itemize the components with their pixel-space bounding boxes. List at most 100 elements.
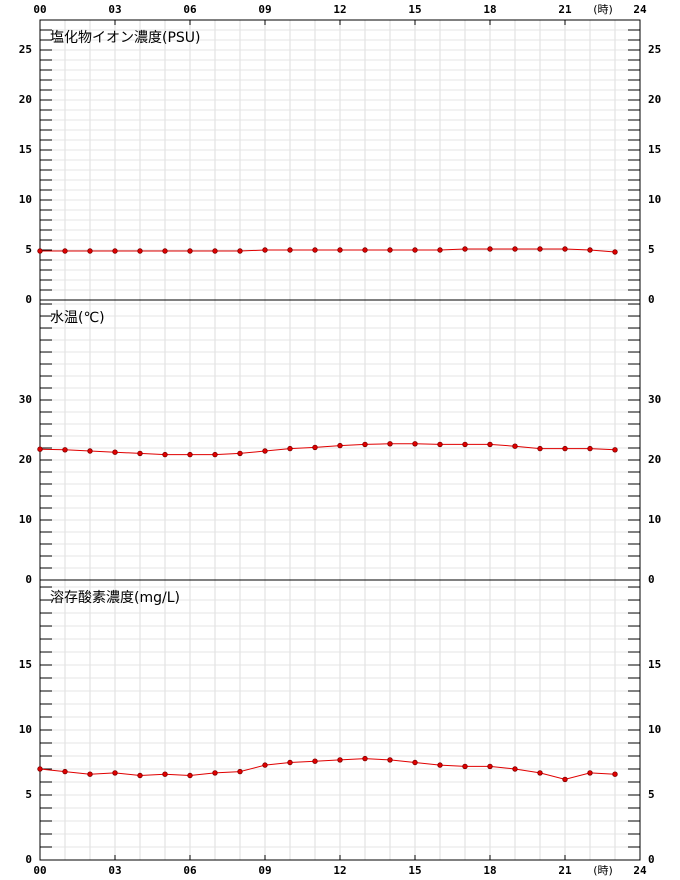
data-point: [337, 442, 343, 449]
x-tick-label: 06: [183, 864, 197, 877]
data-point: [487, 763, 493, 770]
panel-title: 水温(℃): [50, 310, 105, 326]
data-point: [562, 246, 568, 252]
data-point: [262, 247, 268, 253]
data-point: [62, 768, 68, 775]
y-tick-label: 15: [648, 143, 661, 156]
data-point: [362, 755, 368, 762]
data-point: [387, 757, 393, 763]
x-axis-label: (時): [593, 3, 613, 16]
x-tick-label: 09: [258, 864, 271, 877]
data-point: [587, 445, 593, 452]
data-point: [312, 444, 318, 451]
data-point: [512, 443, 518, 449]
data-point: [262, 448, 268, 454]
y-tick-label: 0: [25, 573, 32, 586]
y-tick-label: 10: [19, 193, 32, 206]
data-point: [437, 441, 443, 448]
y-tick-label: 10: [648, 193, 661, 206]
y-tick-label: 0: [648, 293, 655, 306]
x-tick-label: 15: [408, 864, 421, 877]
y-tick-label: 5: [25, 788, 32, 801]
data-point: [537, 445, 543, 452]
y-tick-label: 5: [648, 243, 655, 256]
data-point: [62, 248, 68, 254]
data-point: [212, 451, 218, 458]
data-point: [512, 246, 518, 252]
data-point: [137, 248, 143, 254]
data-point: [112, 770, 118, 776]
data-point: [62, 447, 68, 453]
data-point: [362, 247, 368, 253]
data-point: [412, 441, 418, 447]
data-point: [337, 247, 343, 253]
data-point: [162, 771, 168, 777]
data-point: [562, 445, 568, 452]
data-point: [512, 766, 518, 772]
x-axis-label: (時): [593, 864, 613, 877]
data-point: [187, 451, 193, 458]
x-tick-label: 24: [633, 864, 647, 877]
data-point: [162, 248, 168, 254]
y-tick-label: 20: [648, 93, 661, 106]
x-tick-label: 15: [408, 3, 421, 16]
y-tick-label: 15: [19, 658, 32, 671]
x-tick-label: 06: [183, 3, 197, 16]
data-point: [87, 448, 93, 454]
data-point: [112, 248, 118, 254]
data-point: [412, 247, 418, 253]
data-point: [462, 763, 468, 770]
panel-title: 塩化物イオン濃度(PSU): [50, 30, 201, 46]
data-point: [237, 450, 243, 457]
x-tick-label: 18: [483, 3, 496, 16]
data-point: [337, 757, 343, 763]
y-tick-label: 25: [648, 43, 661, 56]
data-point: [462, 441, 468, 448]
data-point: [87, 248, 93, 254]
data-point: [187, 772, 193, 779]
data-point: [362, 441, 368, 448]
data-point: [612, 447, 618, 453]
data-point: [287, 247, 293, 253]
data-point: [37, 446, 43, 452]
y-tick-label: 20: [19, 93, 32, 106]
data-point: [587, 247, 593, 253]
x-tick-label: 09: [258, 3, 271, 16]
y-tick-label: 10: [648, 513, 661, 526]
y-tick-label: 25: [19, 43, 32, 56]
data-point: [162, 451, 168, 458]
data-point: [462, 246, 468, 252]
data-point: [487, 246, 493, 252]
data-line: [40, 248, 616, 253]
data-point: [412, 759, 418, 766]
data-point: [262, 762, 268, 768]
x-tick-label: 12: [333, 864, 346, 877]
data-point: [212, 770, 218, 776]
data-point: [87, 771, 93, 777]
y-tick-label: 5: [648, 788, 655, 801]
y-tick-label: 15: [19, 143, 32, 156]
data-point: [612, 249, 618, 255]
data-point: [562, 776, 568, 783]
data-point: [212, 248, 218, 254]
data-point: [387, 441, 393, 447]
data-point: [137, 450, 143, 457]
y-tick-label: 10: [648, 723, 661, 736]
data-point: [437, 762, 443, 768]
y-tick-label: 10: [19, 513, 32, 526]
data-point: [437, 247, 443, 253]
y-tick-label: 20: [19, 453, 32, 466]
data-point: [187, 248, 193, 254]
x-tick-label: 21: [558, 3, 572, 16]
x-tick-label: 00: [33, 3, 46, 16]
data-line: [39, 758, 616, 780]
y-tick-label: 20: [648, 453, 661, 466]
y-tick-label: 0: [648, 853, 655, 866]
x-tick-label: 03: [108, 3, 121, 16]
data-point: [537, 770, 543, 776]
y-tick-label: 15: [648, 658, 661, 671]
y-tick-label: 0: [25, 853, 32, 866]
y-tick-label: 5: [25, 243, 32, 256]
x-tick-label: 03: [108, 864, 121, 877]
data-line: [39, 443, 616, 456]
